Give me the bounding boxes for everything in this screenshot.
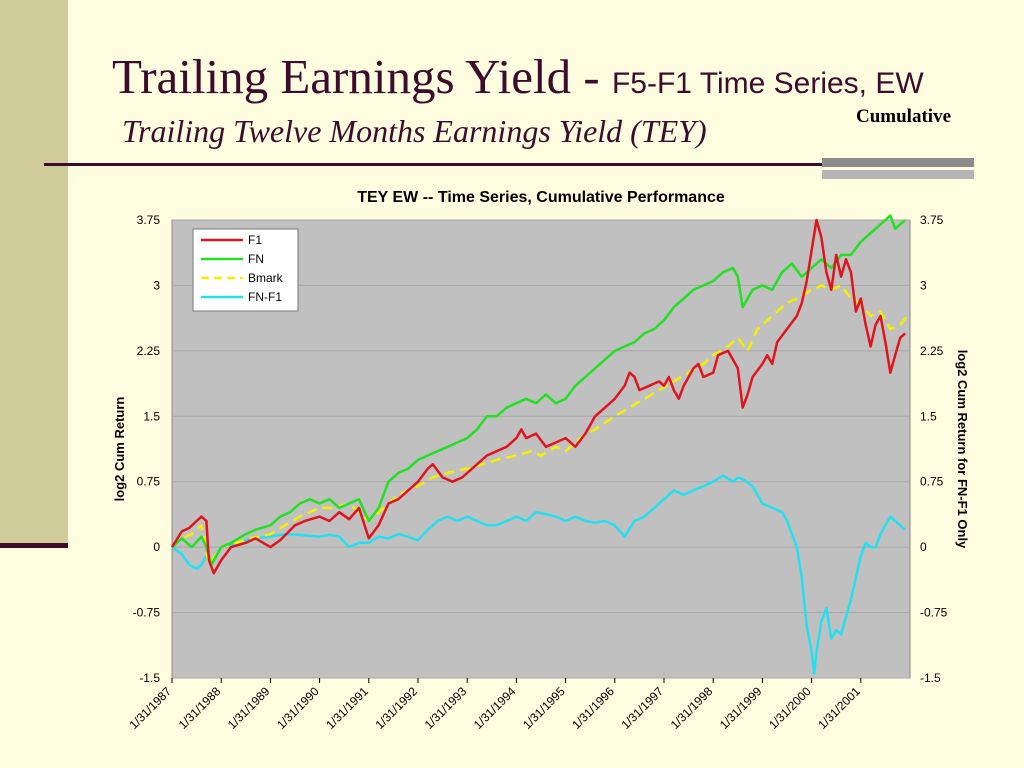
- x-tick-label: 1/31/1991: [323, 684, 371, 732]
- cumulative-label: Cumulative: [856, 106, 951, 127]
- legend-label: FN-F1: [248, 290, 282, 304]
- x-tick-label: 1/31/1992: [372, 684, 420, 732]
- slide-title-main: Trailing Earnings Yield -: [112, 49, 612, 104]
- y2-tick-label: 3.75: [920, 213, 944, 227]
- legend: F1 FN Bmark FN-F1: [192, 228, 299, 312]
- decorative-bar-top: [822, 158, 974, 167]
- series-line-bmark: [171, 284, 909, 566]
- series-line-fn-f1: [171, 474, 906, 675]
- series-line-fn: [171, 214, 906, 566]
- y2-axis-ticks: 3.75 3 2.25 1.5 0.75 0 -0.75 -1.5: [920, 213, 948, 685]
- y-tick-label: 2.25: [137, 344, 161, 358]
- x-tick-label: 1/31/2000: [766, 684, 814, 732]
- x-tick-label: 1/31/1988: [176, 684, 224, 732]
- x-tick-label: 1/31/1994: [471, 684, 519, 732]
- y-axis-label: log2 Cum Return: [112, 397, 127, 502]
- x-axis-ticks: 1/31/1987 1/31/1988 1/31/1989 1/31/1990 1/31…: [126, 678, 863, 732]
- series-lines: [170, 214, 909, 675]
- x-tick-label: 1/31/1996: [569, 684, 617, 732]
- x-tick-label: 1/31/1990: [274, 684, 322, 732]
- x-tick-label: 1/31/1993: [422, 684, 470, 732]
- series-line-f1: [170, 218, 906, 575]
- legend-label: F1: [248, 233, 262, 247]
- y2-axis-label: log2 Cum Return for FN-F1 Only: [955, 350, 970, 549]
- y2-tick-label: -0.75: [920, 606, 948, 620]
- decorative-bar-bottom: [822, 170, 974, 179]
- x-tick-label: 1/31/1998: [668, 684, 716, 732]
- y2-tick-label: -1.5: [920, 671, 941, 685]
- x-tick-label: 1/31/1997: [618, 684, 666, 732]
- y-tick-label: 0.75: [137, 475, 161, 489]
- y2-tick-label: 0: [920, 540, 927, 554]
- x-tick-label: 1/31/1999: [717, 684, 765, 732]
- legend-label: Bmark: [248, 271, 284, 285]
- y-tick-label: -0.75: [133, 606, 161, 620]
- slide-subtitle: Trailing Twelve Months Earnings Yield (T…: [122, 113, 707, 149]
- chart-title: TEY EW -- Time Series, Cumulative Perfor…: [357, 189, 725, 206]
- y2-tick-label: 0.75: [920, 475, 944, 489]
- slide-title: Trailing Earnings Yield - F5-F1 Time Ser…: [112, 48, 924, 105]
- y-tick-label: 3.75: [137, 213, 161, 227]
- y-axis-ticks: 3.75 3 2.25 1.5 0.75 0 -0.75 -1.5: [133, 213, 161, 685]
- y-tick-label: 0: [153, 540, 160, 554]
- header-divider: [44, 163, 974, 166]
- legend-box: [192, 228, 299, 312]
- x-tick-label: 1/31/1995: [520, 684, 568, 732]
- sidebar-divider: [0, 543, 68, 548]
- legend-label: FN: [248, 252, 264, 266]
- decorative-sidebar: [0, 0, 68, 545]
- y2-tick-label: 1.5: [920, 409, 937, 423]
- slide-title-suffix: F5-F1 Time Series, EW: [611, 67, 924, 100]
- grid: [172, 219, 910, 679]
- x-tick-label: 1/31/1989: [225, 684, 273, 732]
- y2-tick-label: 3: [920, 278, 927, 292]
- y-tick-label: 1.5: [143, 409, 160, 423]
- x-tick-label: 1/31/2001: [815, 684, 863, 732]
- y-tick-label: -1.5: [139, 671, 160, 685]
- y-tick-label: 3: [153, 278, 160, 292]
- y2-tick-label: 2.25: [920, 344, 944, 358]
- x-tick-label: 1/31/1987: [126, 684, 174, 732]
